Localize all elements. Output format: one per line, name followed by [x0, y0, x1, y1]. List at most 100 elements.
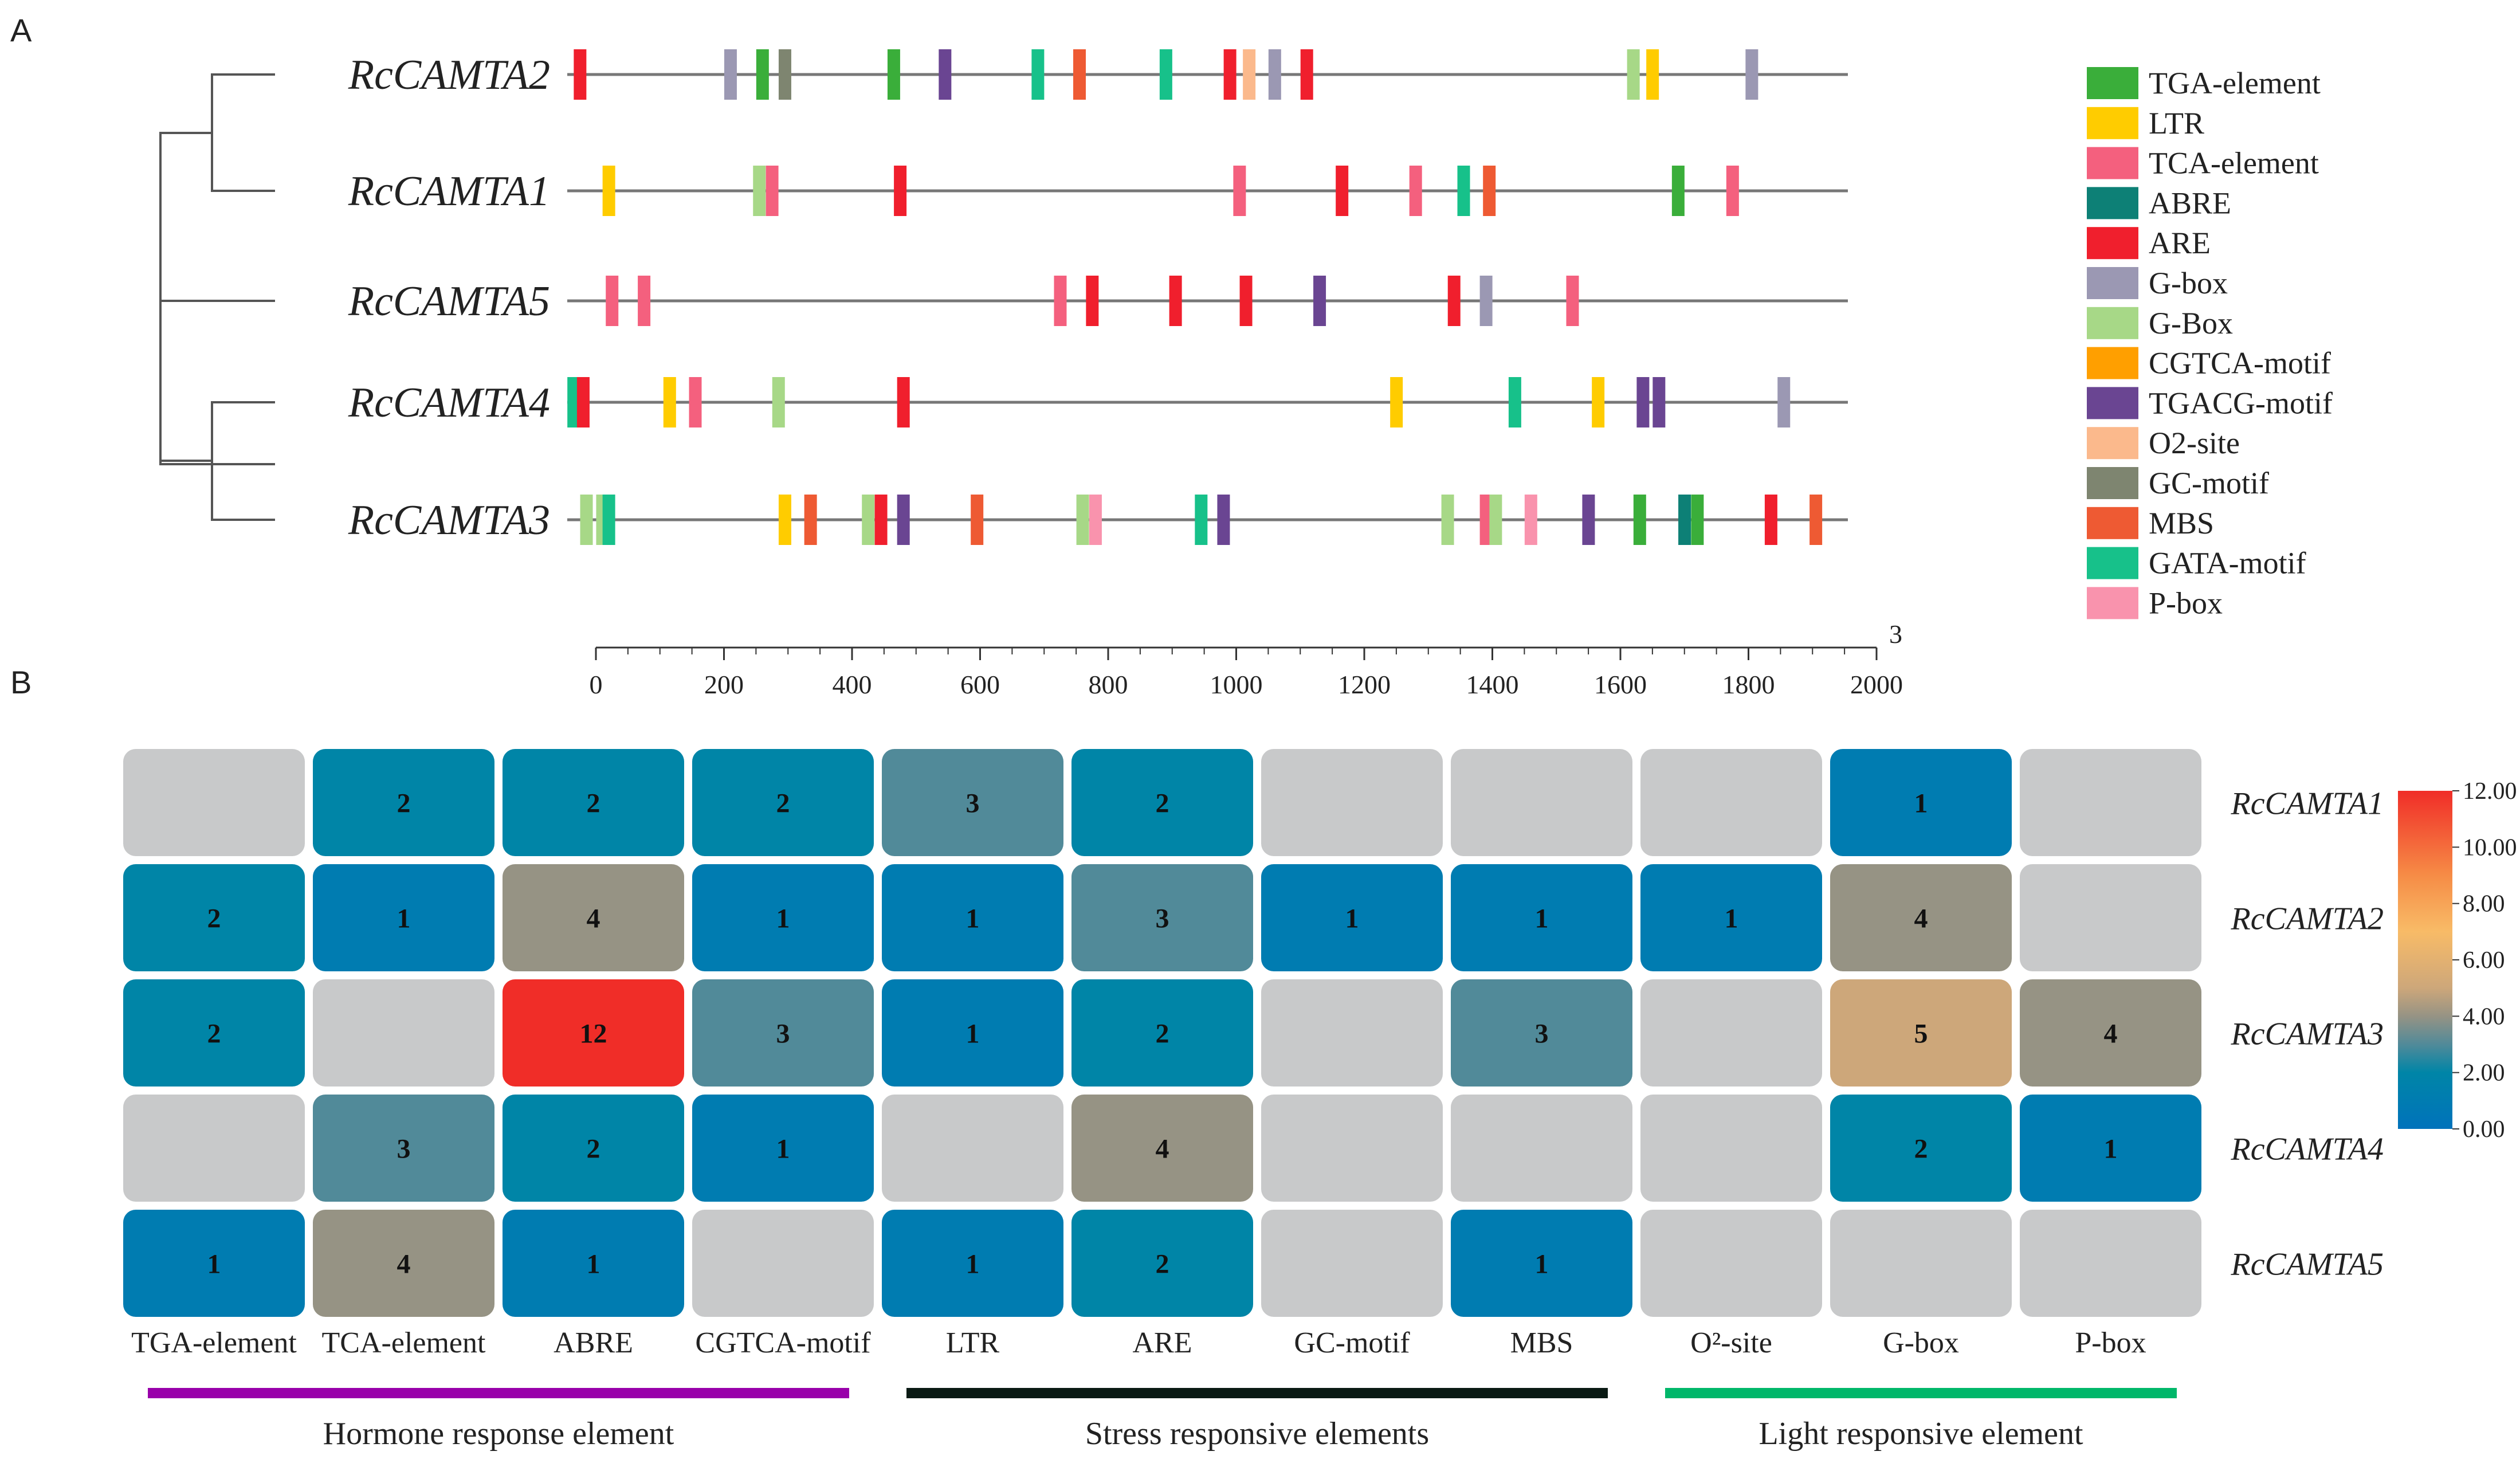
heatmap-cell-rccamta3-gc-motif	[1261, 979, 1443, 1087]
heatmap-cell-rccamta4-mbs	[1451, 1095, 1632, 1202]
group-label-hormone-response-element: Hormone response element	[323, 1416, 674, 1452]
heatmap-cell-value: 1	[966, 1019, 980, 1049]
gene-label-rccamta3: RcCAMTA3	[348, 497, 550, 544]
axis-tick-label: 2000	[1850, 670, 1903, 699]
group-bar-light-responsive-element	[1665, 1388, 2177, 1398]
element-mark-tgacg-motif	[1636, 377, 1650, 427]
group-bar-stress-responsive-elements	[906, 1388, 1608, 1398]
heatmap-cell-rccamta1-tga-element	[123, 749, 305, 856]
element-mark-mbs	[804, 495, 817, 545]
element-groups: Hormone response element Stress responsiv…	[148, 1388, 2177, 1452]
legend-swatch-are	[2087, 227, 2138, 260]
element-mark-gata-motif	[602, 495, 615, 545]
element-mark-are	[1223, 49, 1237, 100]
heatmap-cell-value: 2	[1156, 1249, 1169, 1280]
element-mark-tgacg-motif	[939, 49, 952, 100]
heatmap-cell-value: 1	[1725, 904, 1738, 934]
heatmap-cell-value: 2	[1914, 1134, 1928, 1164]
heatmap-cell-rccamta4-tga-element	[123, 1095, 305, 1202]
element-mark-ltr	[778, 495, 791, 545]
heatmap-cell-rccamta2-abre	[503, 864, 684, 971]
heatmap-cell-value: 2	[397, 789, 411, 819]
legend-label-gc-motif: GC-motif	[2149, 466, 2269, 500]
heatmap-cell-rccamta1-cgtca-motif	[692, 749, 874, 856]
element-mark-tca-element	[638, 276, 651, 326]
element-mark-tga-element	[1691, 495, 1704, 545]
legend-label-cgtca-motif: CGTCA-motif	[2149, 346, 2331, 381]
heatmap-cell-value: 1	[207, 1249, 221, 1280]
colorbar-tick-label: 10.00	[2463, 834, 2517, 861]
legend-swatch-gata-motif	[2087, 547, 2138, 579]
legend-label-tgacg-motif: TGACG-motif	[2149, 386, 2333, 420]
legend-swatch-gc-motif	[2087, 467, 2138, 499]
colorbar-tick-label: 4.00	[2463, 1003, 2505, 1030]
heatmap-cell-rccamta2-cgtca-motif	[692, 864, 874, 971]
colorbar-tick-label: 6.00	[2463, 947, 2505, 974]
heatmap-col-label-tca-element: TCA-element	[322, 1327, 486, 1359]
element-mark-abre	[1678, 495, 1691, 545]
element-mark-gata-motif	[1159, 49, 1172, 100]
element-mark-gata-motif	[1508, 377, 1521, 427]
colorbar-tick-label: 8.00	[2463, 891, 2505, 917]
element-mark-gata-motif	[1195, 495, 1208, 545]
heatmap-cell-rccamta4-g-box	[1830, 1095, 2012, 1202]
element-mark-g-box	[1268, 49, 1281, 100]
heatmap-cell-rccamta4-o-site	[1640, 1095, 1822, 1202]
element-mark-tga-element	[756, 49, 769, 100]
heatmap-cell-rccamta3-g-box	[1830, 979, 2012, 1087]
heatmap-cell-rccamta4-gc-motif	[1261, 1095, 1443, 1202]
heatmap-cell-rccamta5-cgtca-motif	[692, 1210, 874, 1317]
legend-label-g-box: G-box	[2149, 266, 2228, 300]
heatmap-cell-rccamta4-are	[1071, 1095, 1253, 1202]
heatmap-cell-value: 2	[587, 789, 600, 819]
element-mark-g-box	[753, 166, 766, 216]
element-mark-mbs	[1483, 166, 1496, 216]
element-mark-g-box	[1489, 495, 1502, 545]
element-mark-g-box	[862, 495, 875, 545]
legend-label-mbs: MBS	[2149, 506, 2214, 540]
gene-label-rccamta4: RcCAMTA4	[348, 379, 550, 426]
element-mark-are	[1086, 276, 1099, 326]
legend-swatch-cgtca-motif	[2087, 347, 2138, 379]
position-axis: 0 200 400 600 800 1000 1200 1400 1600 1800 2000 3	[590, 619, 1903, 699]
heatmap-cell-rccamta5-ltr	[882, 1210, 1063, 1317]
colorbar-tick-label: 2.00	[2463, 1060, 2505, 1087]
axis-tick-label: 600	[960, 670, 1000, 699]
legend-swatch-ltr	[2087, 107, 2138, 139]
element-mark-p-box	[1089, 495, 1102, 545]
element-mark-tga-element	[1633, 495, 1646, 545]
group-label-light-responsive-element: Light responsive element	[1758, 1416, 2083, 1452]
colorbar-tick-label: 12.00	[2463, 778, 2517, 805]
colorbar: 0.00 2.00 4.00 6.00 8.00 10.00 12.00	[2398, 778, 2517, 1143]
heatmap-cell-value: 3	[1535, 1019, 1549, 1049]
heatmap-cell-rccamta1-ltr	[882, 749, 1063, 856]
legend-swatch-g-box	[2087, 307, 2138, 339]
heatmap-cell-rccamta3-tga-element	[123, 979, 305, 1087]
heatmap-cell-value: 1	[966, 1249, 980, 1280]
legend-label-abre: ABRE	[2149, 186, 2231, 220]
element-mark-are	[576, 377, 590, 427]
element-mark-tca-element	[1726, 166, 1739, 216]
element-mark-tca-element	[1479, 495, 1493, 545]
gene-label-rccamta2: RcCAMTA2	[348, 52, 550, 99]
heatmap-cell-value: 4	[2104, 1019, 2118, 1049]
heatmap-cell-rccamta5-abre	[503, 1210, 684, 1317]
element-mark-tca-element	[689, 377, 702, 427]
element-legend: TGA-element LTR TCA-element ABRE ARE G-box G-B…	[2087, 66, 2333, 620]
element-mark-tca-element	[1233, 166, 1246, 216]
heatmap-cell-value: 1	[776, 904, 790, 934]
element-mark-are	[894, 166, 907, 216]
heatmap-col-label-cgtca-motif: CGTCA-motif	[695, 1327, 871, 1359]
heatmap-col-label-g-box: G-box	[1883, 1327, 1959, 1359]
heatmap-cell-rccamta3-cgtca-motif	[692, 979, 874, 1087]
heatmap-col-label-gc-motif: GC-motif	[1294, 1327, 1410, 1359]
legend-label-o2-site: O2-site	[2149, 426, 2240, 460]
heatmap-cell-value: 4	[1156, 1134, 1169, 1164]
element-mark-are	[874, 495, 888, 545]
heatmap-cell-rccamta2-gc-motif	[1261, 864, 1443, 971]
heatmap-cell-rccamta1-tca-element	[313, 749, 494, 856]
colorbar-tick-label: 0.00	[2463, 1116, 2505, 1143]
